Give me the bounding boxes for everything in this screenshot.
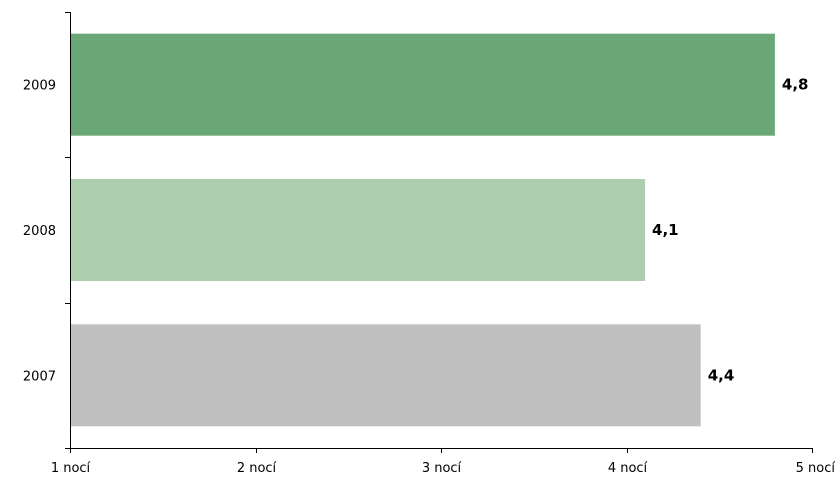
bar-2008 <box>71 179 646 281</box>
x-tick-label: 3 nocí <box>422 461 462 476</box>
value-label-2008: 4,1 <box>652 221 679 239</box>
category-label-2008: 2008 <box>23 224 56 239</box>
bar-2007 <box>71 324 701 427</box>
ticks-layer <box>65 12 813 453</box>
bars-layer <box>71 33 775 427</box>
value-label-2007: 4,4 <box>708 366 735 384</box>
value-label-2009: 4,8 <box>782 76 809 94</box>
bar-2009 <box>71 33 775 136</box>
x-tick-label: 5 nocí <box>796 461 836 476</box>
category-label-2009: 2009 <box>23 79 56 94</box>
x-tick-label: 4 nocí <box>608 461 648 476</box>
labels-layer: 2009 4,8 2008 4,1 2007 4,4 1 nocí 2 nocí 3 nocí 4… <box>23 76 835 476</box>
x-tick-label: 1 nocí <box>51 461 91 476</box>
category-label-2007: 2007 <box>23 369 56 384</box>
x-tick-label: 2 nocí <box>237 461 277 476</box>
